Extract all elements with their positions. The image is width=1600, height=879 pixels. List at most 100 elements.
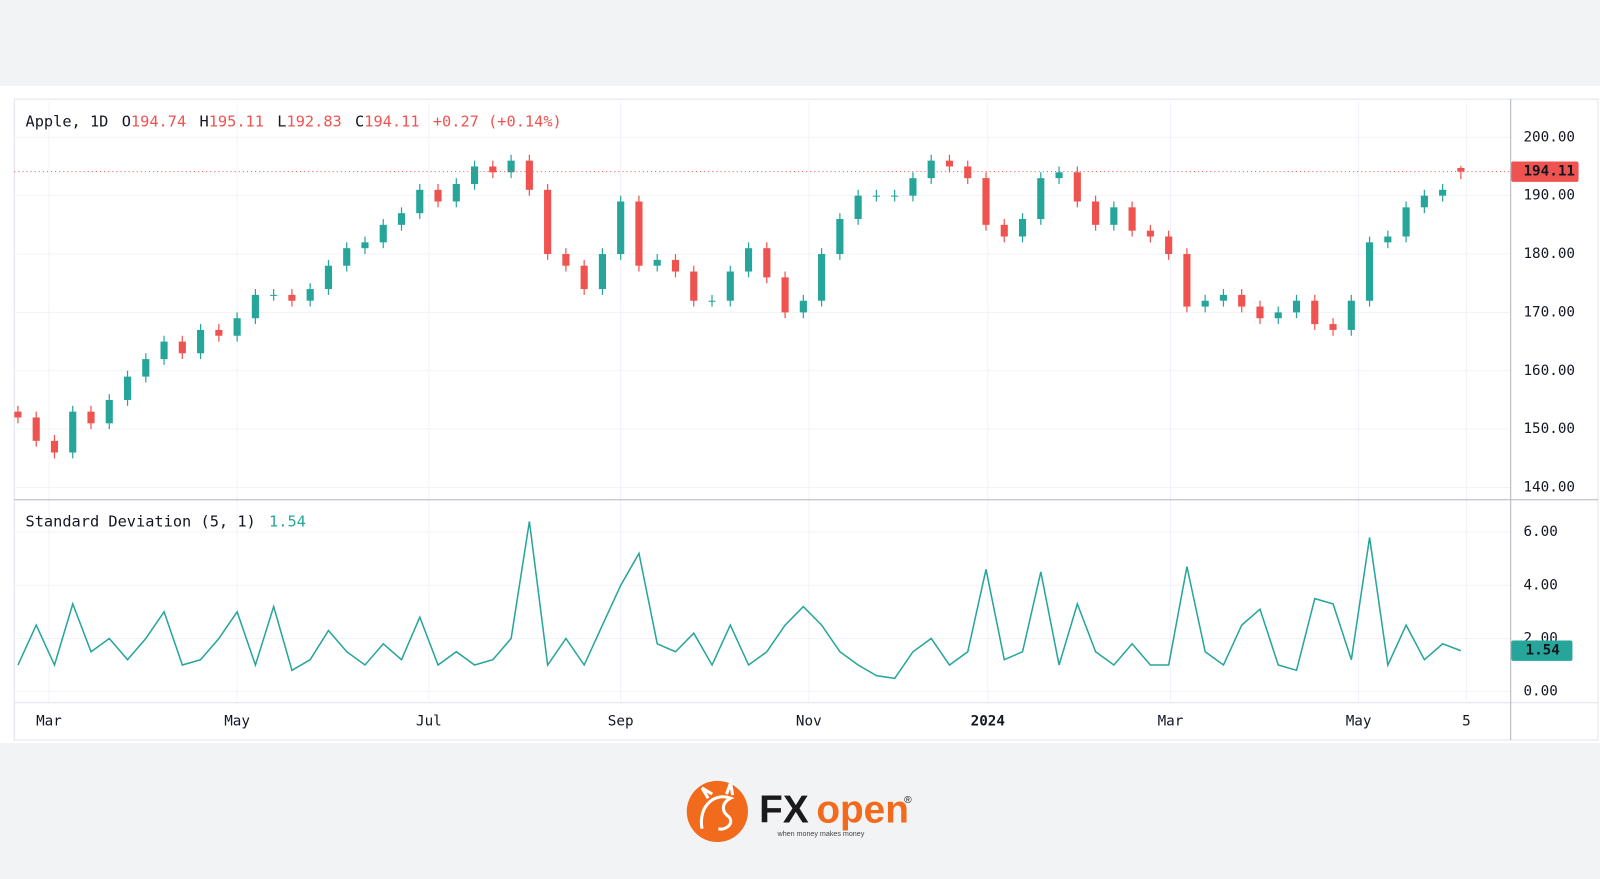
candle-body	[1420, 195, 1428, 208]
x-tick-label: May	[224, 714, 250, 730]
candle-body	[178, 341, 186, 354]
indicator-title: Standard Deviation (5, 1)	[26, 512, 256, 530]
x-tick-label: May	[1346, 714, 1372, 730]
x-tick-label: Nov	[796, 714, 822, 730]
axes: 140.00 150.00 160.00 170.00 180.00 190.00 200.…	[36, 129, 1579, 730]
candle-body	[197, 329, 205, 354]
candle-body	[1439, 189, 1447, 196]
candle-body	[160, 341, 168, 360]
candle-body	[1055, 172, 1063, 179]
indicator-value-box	[1511, 640, 1573, 661]
y-tick-label: 0.00	[1523, 684, 1557, 700]
candle-body	[324, 265, 333, 290]
candle-body	[233, 318, 241, 336]
y-tick-label: 160.00	[1523, 363, 1575, 379]
candle-body	[872, 195, 880, 197]
candle-body	[1165, 236, 1173, 255]
candle-body	[306, 289, 314, 301]
candle-body	[544, 189, 552, 255]
x-tick-label: Jul	[416, 714, 442, 730]
last-price-box	[1511, 161, 1579, 182]
candle-body	[507, 160, 515, 173]
candle-body	[1347, 300, 1355, 330]
candle-body	[1128, 207, 1136, 231]
candle-body	[617, 201, 625, 255]
l-value: 192.83	[286, 112, 341, 130]
indicator-header: Standard Deviation (5, 1) 1.54	[26, 512, 306, 530]
c-label: C	[355, 112, 364, 130]
o-value: 194.74	[131, 112, 186, 130]
candle-body	[763, 248, 771, 278]
candle-body	[1274, 312, 1282, 319]
candle-body	[891, 195, 899, 197]
candle-body	[1146, 230, 1154, 237]
candle-body	[379, 224, 387, 243]
candle-body	[781, 277, 789, 313]
candle-body	[470, 166, 479, 184]
candle-body	[1110, 207, 1118, 225]
candle-body	[1092, 201, 1100, 225]
last-price-label: 194.11	[1523, 164, 1575, 180]
candle-body	[982, 178, 990, 225]
candle-body	[1219, 294, 1228, 301]
candle-body	[1292, 300, 1301, 313]
candle-body	[1329, 324, 1337, 330]
candle-body	[1384, 236, 1392, 243]
chart-frame	[13, 98, 1599, 741]
plot	[14, 154, 1511, 680]
candle-body	[32, 417, 40, 441]
candle-body	[525, 160, 533, 190]
brand-fx: FX	[759, 789, 809, 832]
candle-body	[270, 294, 278, 296]
candle-body	[580, 265, 588, 290]
indicator-value: 1.54	[269, 512, 306, 530]
symbol: Apple, 1D	[26, 112, 109, 130]
indicator-value-label: 1.54	[1526, 643, 1560, 659]
logo-emblem	[686, 780, 748, 843]
candle-body	[1311, 300, 1319, 325]
change: +0.27 (+0.14%)	[433, 112, 562, 130]
candle-body	[653, 259, 661, 266]
candle-body	[1000, 224, 1008, 237]
candle-body	[927, 160, 935, 179]
x-tick-label: Mar	[36, 714, 62, 730]
candle-body	[50, 440, 59, 453]
x-tick-label: 5	[1462, 714, 1471, 730]
candle-body	[562, 254, 570, 266]
candle-body	[964, 166, 972, 179]
candle-body	[69, 411, 77, 453]
candle-body	[1457, 167, 1465, 172]
candle-body	[142, 359, 150, 377]
candle-body	[598, 254, 606, 290]
y-tick-label: 180.00	[1523, 246, 1575, 262]
candle-body	[416, 189, 424, 214]
candle-body	[397, 213, 406, 225]
legend-header: Apple, 1D O194.74 H195.11 L192.83 C194.1…	[26, 112, 562, 130]
candle-body	[489, 166, 497, 173]
candle-body	[726, 271, 734, 301]
candle-body	[635, 201, 643, 266]
candle-body	[1402, 207, 1410, 237]
candle-body	[87, 411, 95, 424]
y-tick-label: 4.00	[1523, 577, 1557, 593]
y-tick-label: 200.00	[1523, 129, 1575, 145]
l-label: L	[277, 112, 286, 130]
candle-body	[1238, 294, 1246, 307]
candle-body	[361, 242, 369, 249]
y-tick-label: 6.00	[1523, 524, 1557, 540]
candle-body	[123, 376, 132, 400]
x-tick-label: Mar	[1158, 714, 1184, 730]
candle-body	[799, 300, 807, 313]
candle-body	[1365, 242, 1374, 301]
candle-body	[1201, 300, 1209, 307]
candle-body	[14, 411, 22, 418]
candle-body	[945, 160, 954, 167]
logo: FX open ® when money makes money	[686, 776, 912, 843]
y-tick-label: 150.00	[1523, 421, 1575, 437]
candle-body	[836, 219, 844, 255]
candle-body	[288, 294, 296, 301]
candle-body	[343, 248, 351, 266]
y-tick-label: 170.00	[1523, 304, 1575, 320]
candle-body	[708, 300, 716, 302]
